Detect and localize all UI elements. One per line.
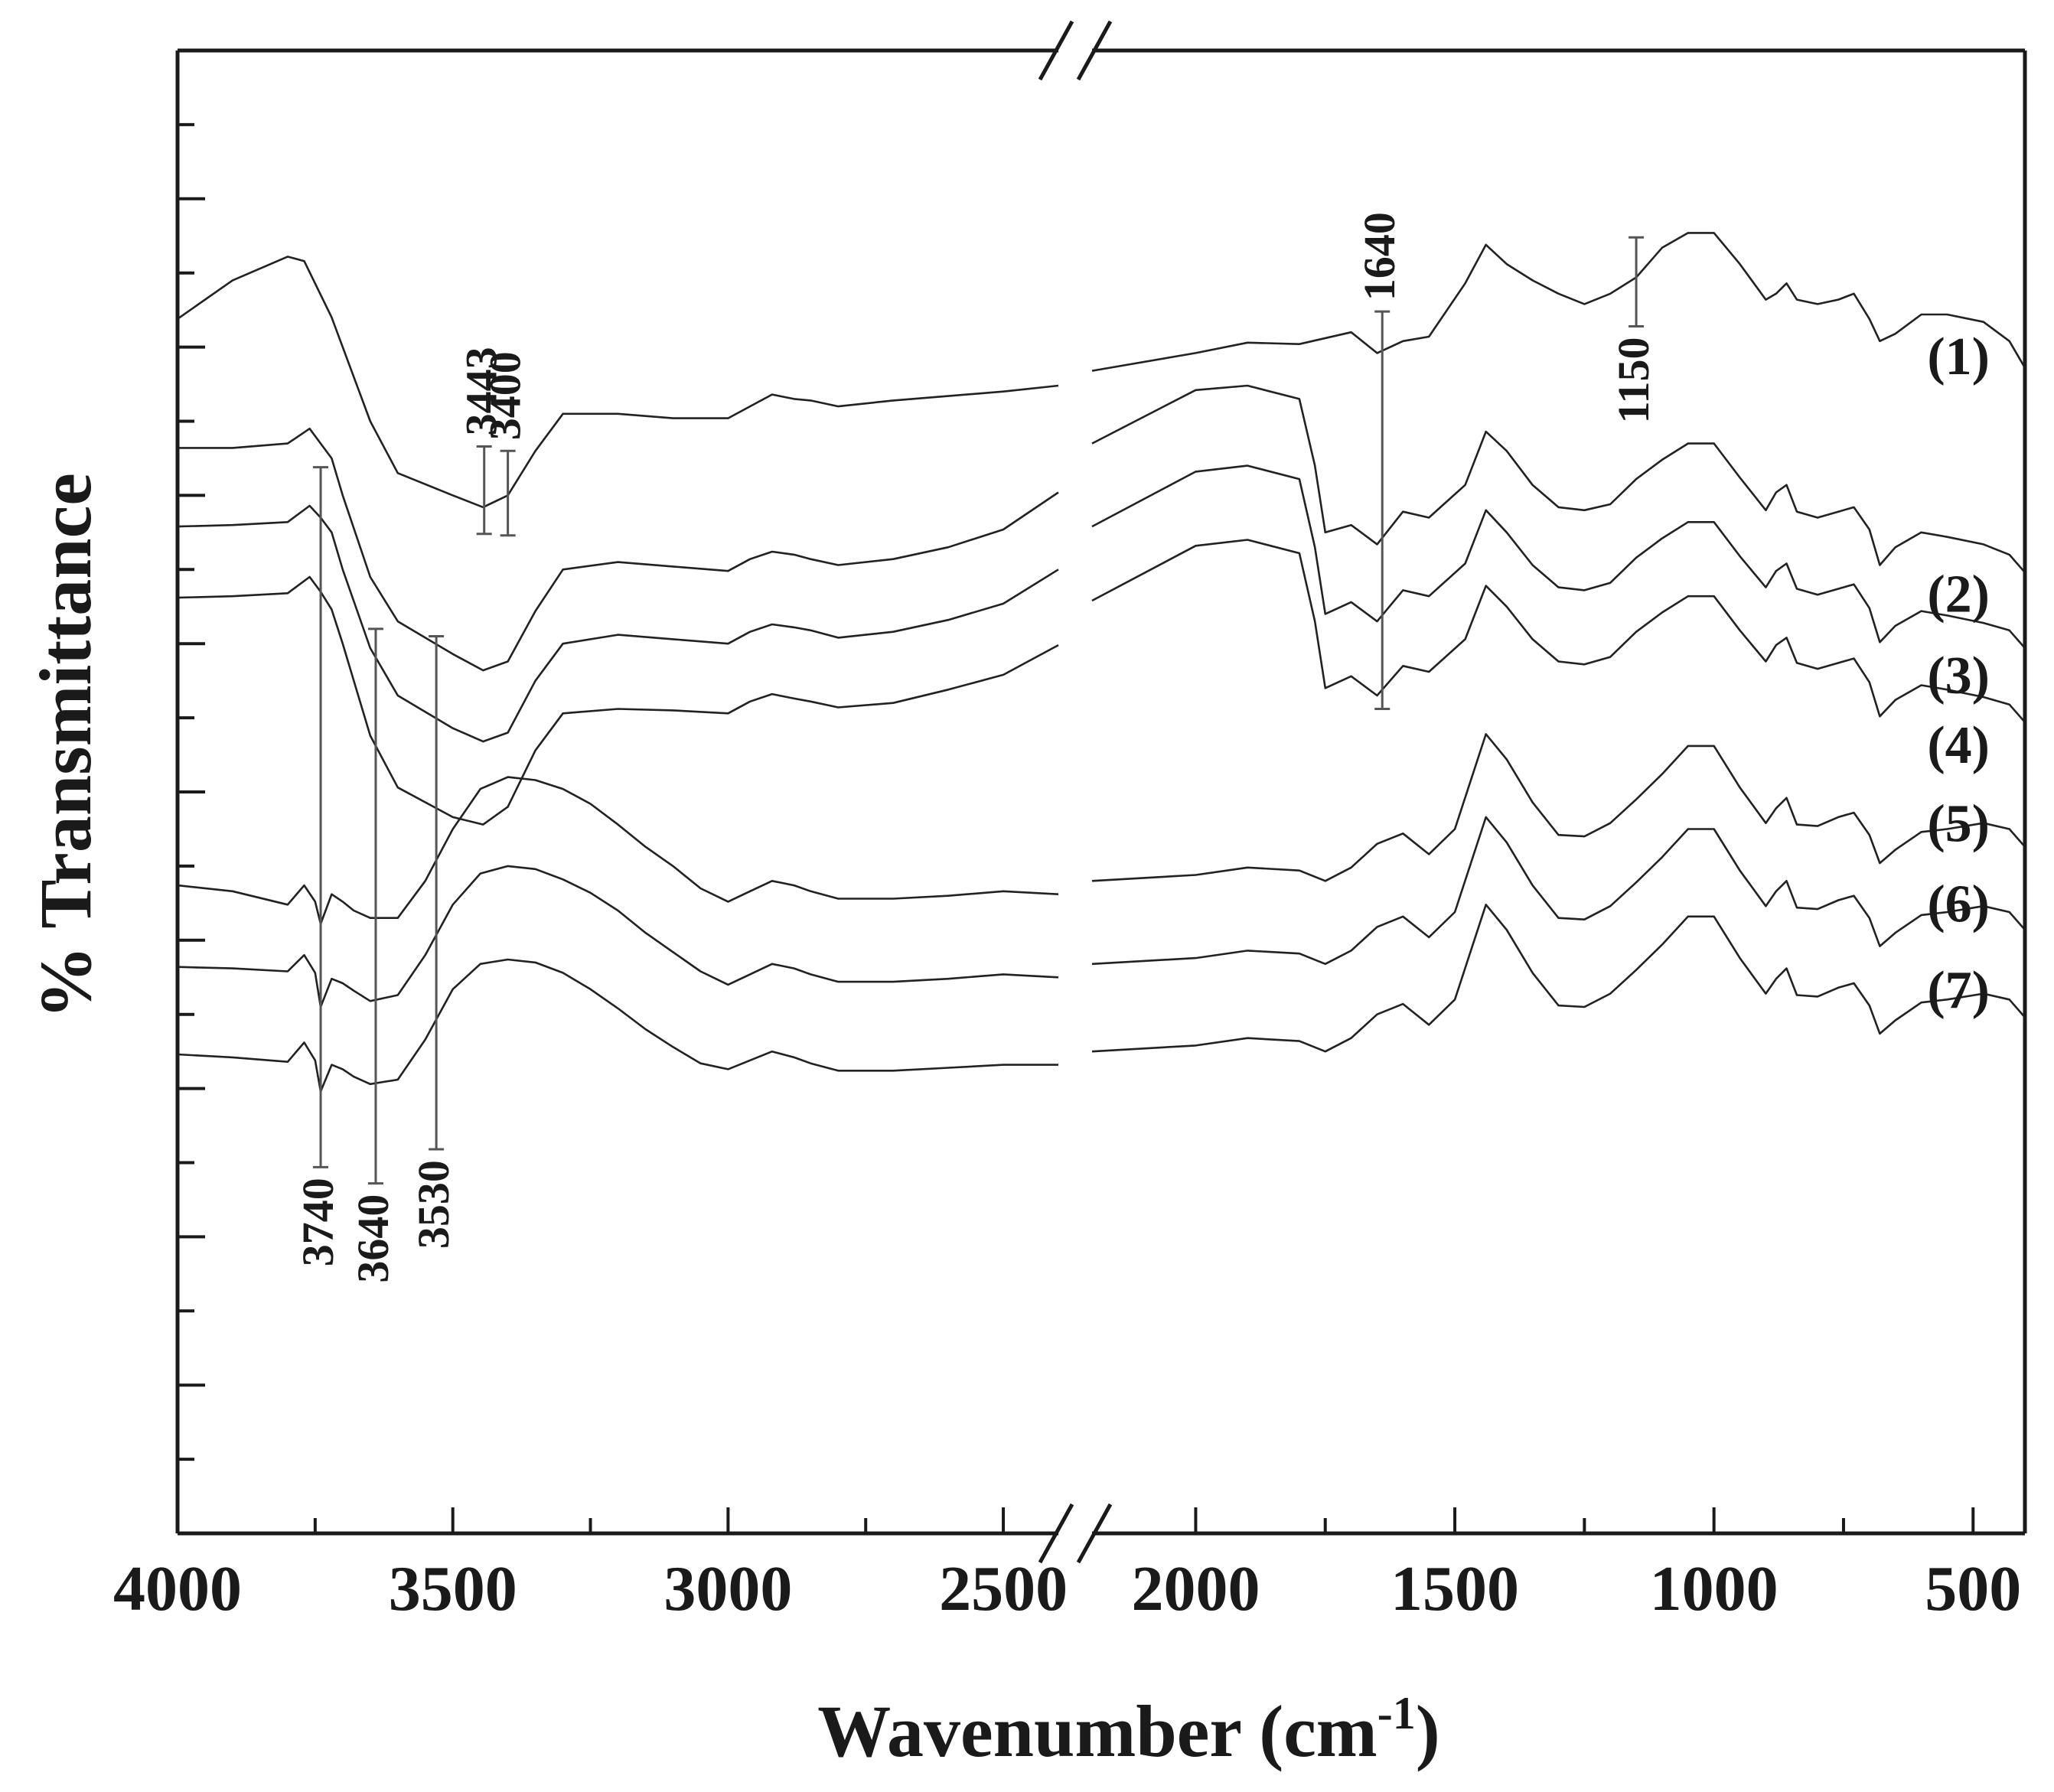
x-tick-label-500: 500 (1925, 1553, 2021, 1624)
peak-label-3640: 3640 (348, 1194, 398, 1283)
spectrum-line-1-right (1091, 232, 2026, 372)
spectrum-line-7-left (177, 958, 1058, 1093)
x-tick-label-2000: 2000 (1131, 1553, 1260, 1624)
axis-break-slash-b-top (1076, 20, 1113, 81)
y-axis-title: % Transmittance (24, 473, 106, 1019)
x-tick-label-1000: 1000 (1650, 1553, 1779, 1624)
x-tick-label-1500: 1500 (1391, 1553, 1519, 1624)
spectrum-line-7-right (1091, 904, 2026, 1053)
spectrum-line-2-left (178, 427, 1059, 672)
x-axis-title-close: ) (1416, 1690, 1440, 1772)
series-label-1: (1) (1927, 327, 1990, 386)
spectrum-line-4-right (1091, 539, 2026, 723)
x-axis-title: Wavenumber (cm-1) (817, 1688, 1439, 1772)
series-label-3: (3) (1927, 647, 1990, 705)
peak-label-1640: 1640 (1355, 212, 1404, 301)
peak-label-1150: 1150 (1609, 337, 1658, 424)
spectrum-line-3-right (1091, 464, 2026, 649)
tick-labels-layer: 4000 3500 3000 2500 2000 1500 1000 500 (113, 1553, 2021, 1624)
series-label-2: (2) (1927, 565, 1990, 624)
axis-break-slash-a-bottom (1038, 1503, 1074, 1564)
series-label-6: (6) (1927, 875, 1990, 933)
series-label-7: (7) (1927, 961, 1990, 1020)
spectrum-line-5-left (177, 776, 1059, 925)
spectra-layer (177, 232, 2026, 1093)
x-tick-label-4000: 4000 (113, 1553, 242, 1624)
spectrum-line-3-left (177, 504, 1059, 743)
spectrum-line-2-right (1091, 384, 2026, 574)
axis-breaks-layer (1038, 20, 1113, 1564)
peak-label-3400: 3400 (481, 351, 530, 440)
ticks-layer (176, 122, 1975, 1533)
axis-break-slash-b-bottom (1076, 1503, 1113, 1564)
peak-label-3740: 3740 (293, 1178, 343, 1266)
axis-break-gap-bottom (1058, 1527, 1092, 1539)
axis-break-gap-top (1058, 44, 1092, 57)
series-labels-layer: (1) (2) (3) (4) (5) (6) (7) (1927, 327, 1990, 1020)
x-tick-label-3500: 3500 (389, 1553, 517, 1624)
axes-layer (175, 48, 2027, 1536)
spectrum-line-6-right (1091, 816, 2026, 966)
spectrum-line-6-left (177, 865, 1059, 1008)
x-tick-label-3000: 3000 (663, 1553, 792, 1624)
peak-label-3530: 3530 (409, 1160, 458, 1249)
spectrum-line-4-left (177, 575, 1059, 826)
x-axis-title-superscript: -1 (1377, 1688, 1416, 1738)
axis-break-slash-a-top (1038, 20, 1074, 81)
spectrum-line-1-left (177, 256, 1059, 509)
spectrum-line-5-right (1091, 733, 2026, 882)
series-label-5: (5) (1927, 795, 1990, 854)
series-label-4: (4) (1927, 716, 1990, 775)
peak-label-3443: 3443 (457, 347, 507, 435)
x-axis-title-main: Wavenumber (cm (817, 1690, 1377, 1772)
x-tick-label-2500: 2500 (939, 1553, 1068, 1624)
